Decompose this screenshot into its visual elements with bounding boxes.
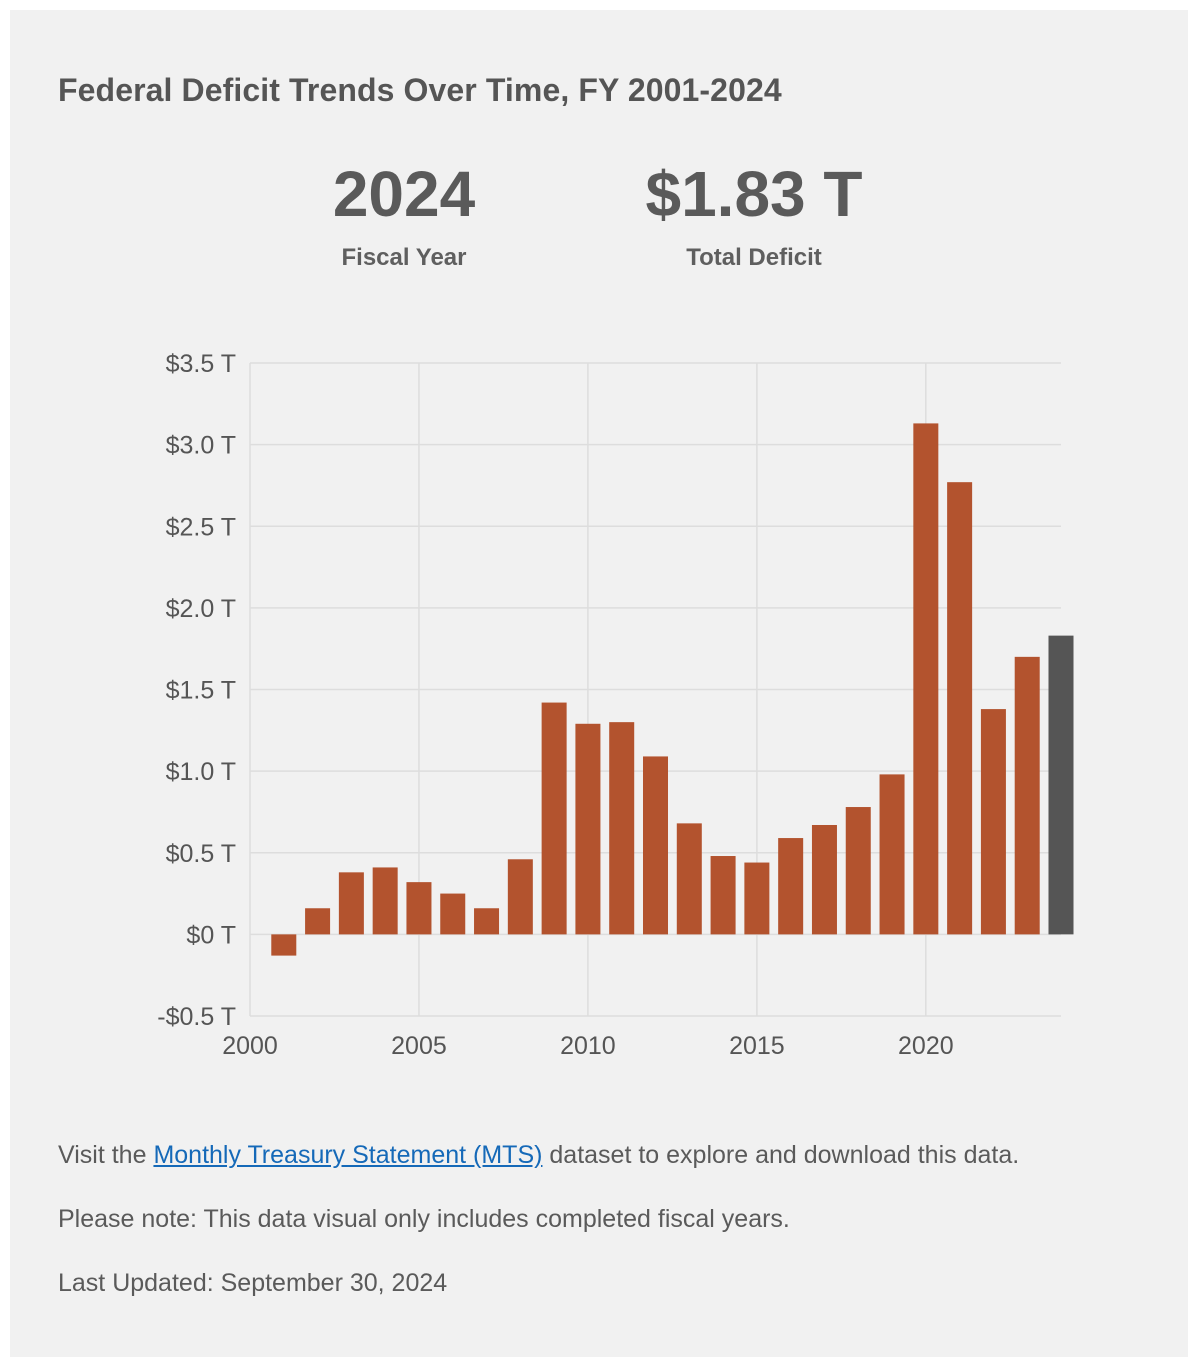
total-deficit-label: Total Deficit xyxy=(686,244,822,271)
bar xyxy=(980,709,1006,935)
y-tick-label: $0 T xyxy=(186,921,236,949)
visit-prefix: Visit the xyxy=(58,1141,154,1169)
chart-card: Federal Deficit Trends Over Time, FY 200… xyxy=(10,10,1188,1357)
y-tick-label: $3.5 T xyxy=(166,350,236,378)
bar xyxy=(541,702,567,935)
bar xyxy=(406,882,432,935)
y-tick-label: $2.5 T xyxy=(166,513,236,541)
total-deficit-value: $1.83 T xyxy=(645,158,863,230)
notes: Visit the Monthly Treasury Statement (MT… xyxy=(58,1138,1019,1330)
y-tick-label: $1.5 T xyxy=(166,677,236,705)
bar xyxy=(778,838,804,935)
dataset-note: Visit the Monthly Treasury Statement (MT… xyxy=(58,1138,1019,1172)
x-tick-label: 2015 xyxy=(729,1032,785,1060)
bar xyxy=(305,908,331,935)
bar-highlight xyxy=(1048,635,1074,935)
bar xyxy=(440,893,466,935)
bar xyxy=(575,723,601,935)
chart-title: Federal Deficit Trends Over Time, FY 200… xyxy=(58,72,782,108)
bar xyxy=(879,774,905,935)
completed-years-note: Please note: This data visual only inclu… xyxy=(58,1205,790,1233)
y-tick-label: -$0.5 T xyxy=(157,1003,236,1031)
fiscal-year-value: 2024 xyxy=(332,158,476,230)
bar xyxy=(507,859,533,935)
y-tick-label: $1.0 T xyxy=(166,758,236,786)
fiscal-year-stat: 2024 Fiscal Year xyxy=(304,162,504,272)
bar xyxy=(947,482,973,935)
total-deficit-stat: $1.83 T Total Deficit xyxy=(604,162,904,272)
bar xyxy=(474,908,500,935)
last-updated: Last Updated: September 30, 2024 xyxy=(58,1269,448,1297)
bar xyxy=(744,862,770,935)
bar xyxy=(609,722,635,935)
x-tick-label: 2020 xyxy=(898,1032,954,1060)
bar xyxy=(710,856,736,935)
bar xyxy=(676,823,702,935)
bar xyxy=(642,756,669,935)
bar xyxy=(913,423,939,935)
bar xyxy=(811,824,837,935)
y-tick-label: $0.5 T xyxy=(166,840,236,868)
x-tick-label: 2005 xyxy=(391,1032,447,1060)
bar xyxy=(372,867,398,935)
bar xyxy=(271,934,297,956)
deficit-bar-chart: $3.5 T $3.0 T $2.5 T $2.0 T $1.5 T $1.0 T $0.5… xyxy=(157,350,1074,1060)
bar xyxy=(1014,656,1040,935)
x-tick-label: 2010 xyxy=(560,1032,616,1060)
bar xyxy=(845,807,871,935)
x-tick-label: 2000 xyxy=(222,1032,278,1060)
visit-suffix: dataset to explore and download this dat… xyxy=(542,1141,1020,1169)
y-tick-label: $3.0 T xyxy=(166,432,236,460)
fiscal-year-label: Fiscal Year xyxy=(341,244,467,271)
bar xyxy=(338,872,364,935)
mts-dataset-link[interactable]: Monthly Treasury Statement (MTS) xyxy=(153,1141,543,1169)
y-tick-label: $2.0 T xyxy=(166,595,236,623)
